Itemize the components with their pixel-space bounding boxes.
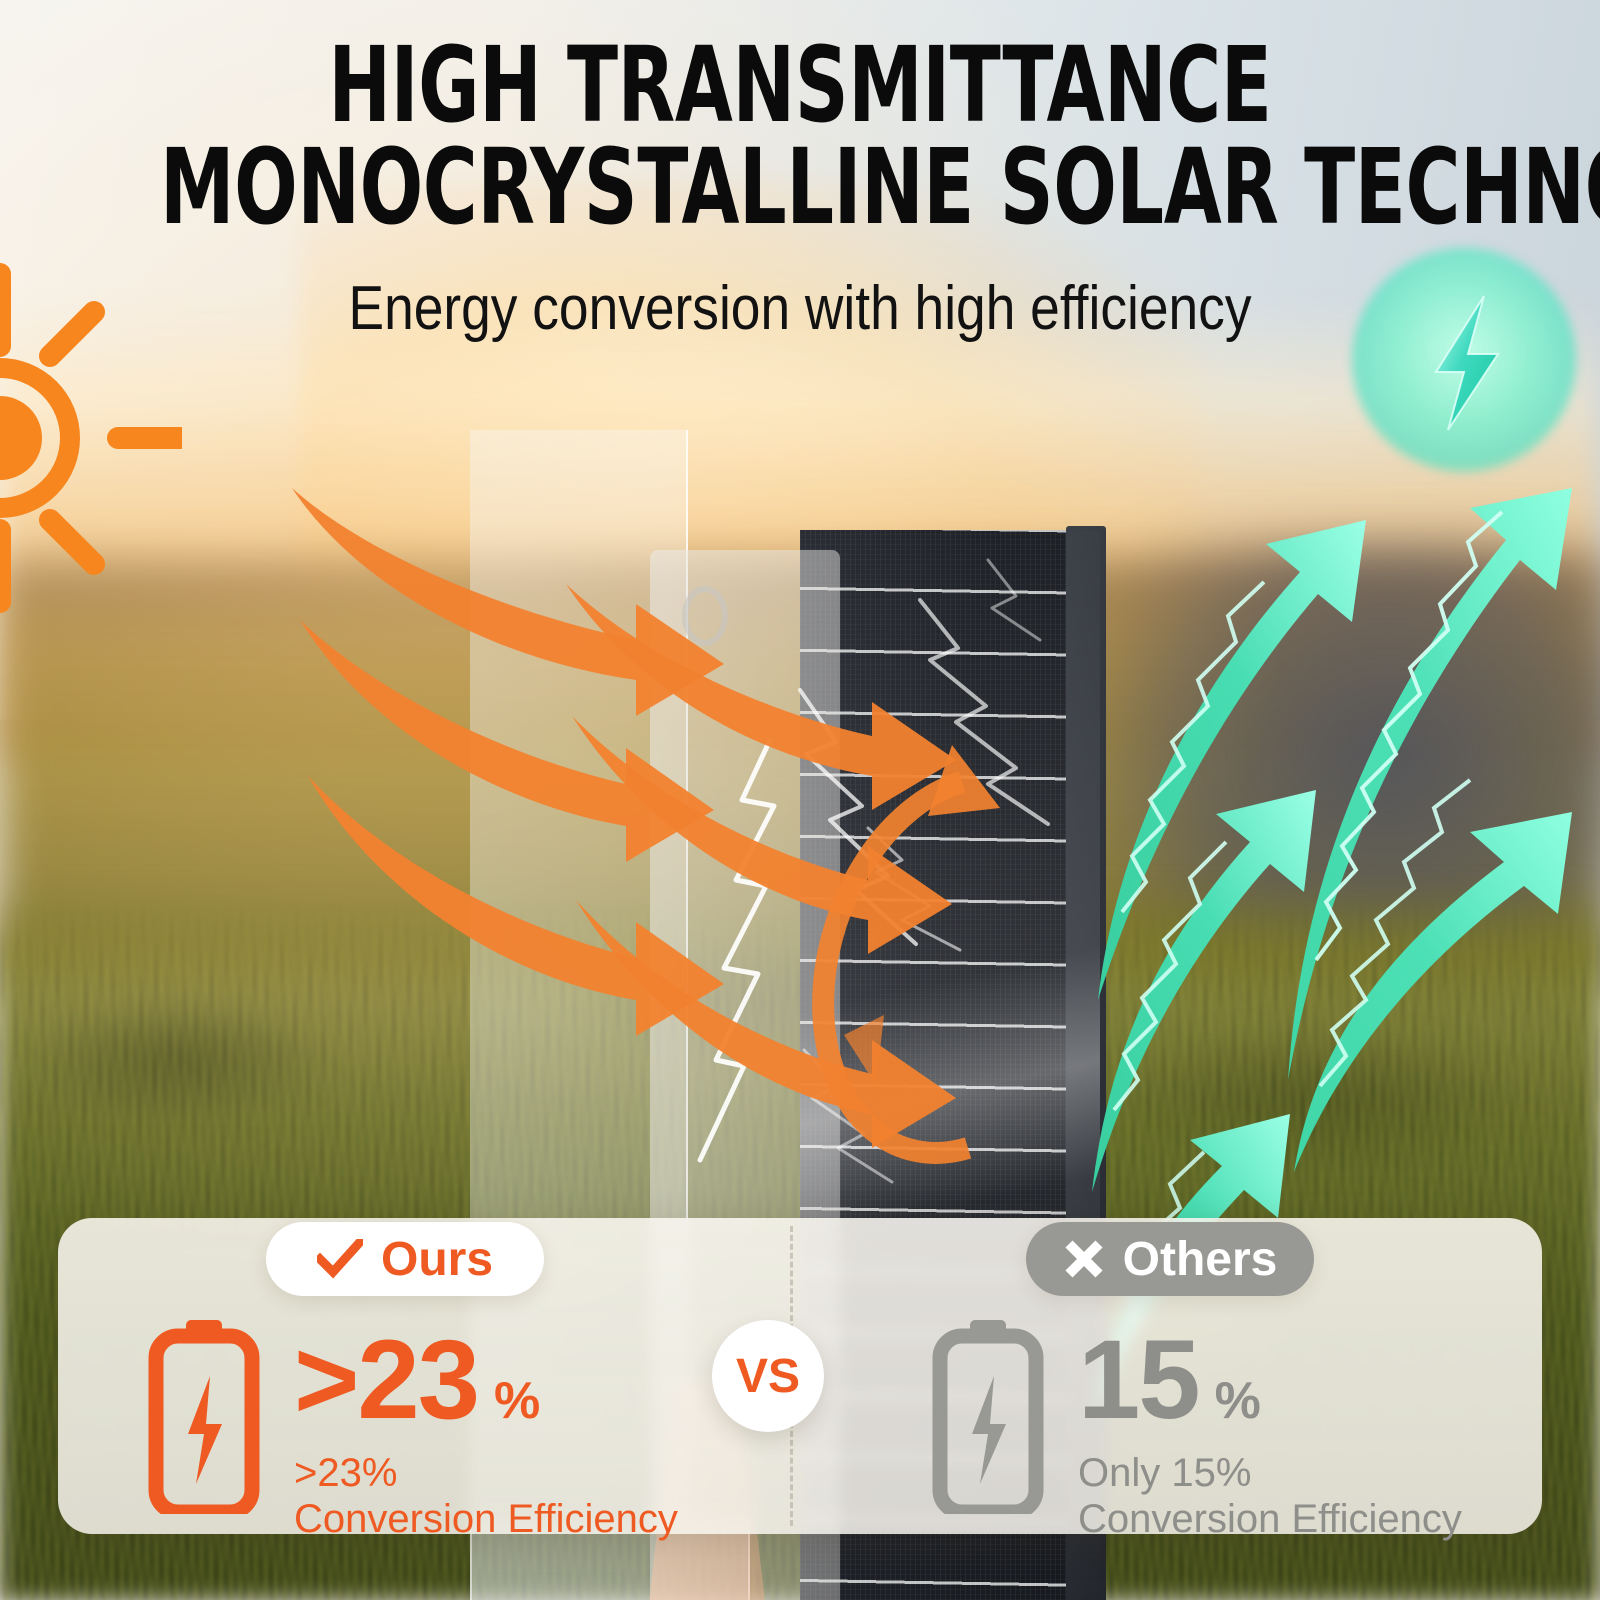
grommet-icon xyxy=(682,586,728,646)
others-value-row: 15 % xyxy=(1078,1324,1462,1436)
headline-line-1: HIGH TRANSMITTANCE xyxy=(328,24,1272,146)
others-caption: Only 15% Conversion Efficiency xyxy=(1078,1450,1462,1542)
ours-value-row: >23 % xyxy=(294,1324,678,1436)
ours-stat-text: >23 % >23% Conversion Efficiency xyxy=(294,1318,678,1542)
ours-caption-line-1: >23% xyxy=(294,1451,398,1495)
sun-icon xyxy=(0,258,201,618)
ours-label-pill: Ours xyxy=(266,1222,544,1296)
others-label-text: Others xyxy=(1122,1232,1278,1286)
page-subtitle: Energy conversion with high efficiency xyxy=(348,274,1252,343)
ours-unit: % xyxy=(493,1372,541,1430)
check-icon xyxy=(316,1239,363,1279)
ours-value: >23 xyxy=(294,1317,480,1442)
ours-caption-line-2: Conversion Efficiency xyxy=(294,1497,678,1541)
others-caption-line-2: Conversion Efficiency xyxy=(1078,1497,1462,1541)
others-value: 15 xyxy=(1078,1317,1201,1442)
lightning-bolt-badge-icon xyxy=(1352,248,1576,472)
cross-icon xyxy=(1063,1238,1105,1280)
battery-charge-icon xyxy=(148,1318,260,1520)
vs-badge: VS xyxy=(712,1320,824,1432)
others-unit: % xyxy=(1214,1372,1261,1430)
headline-line-2: MONOCRYSTALLINE SOLAR TECHNOLOGY xyxy=(160,126,1600,248)
others-stat-text: 15 % Only 15% Conversion Efficiency xyxy=(1078,1318,1462,1542)
others-caption-line-1: Only 15% xyxy=(1078,1451,1252,1495)
page-title: HIGH TRANSMITTANCE MONOCRYSTALLINE SOLAR… xyxy=(160,33,1600,248)
ours-caption: >23% Conversion Efficiency xyxy=(294,1450,678,1542)
ours-label-text: Ours xyxy=(380,1232,494,1286)
ours-stat-block: >23 % >23% Conversion Efficiency xyxy=(148,1318,678,1542)
battery-charge-icon xyxy=(932,1318,1044,1520)
others-stat-block: 15 % Only 15% Conversion Efficiency xyxy=(932,1318,1462,1542)
others-label-pill: Others xyxy=(1026,1222,1314,1296)
